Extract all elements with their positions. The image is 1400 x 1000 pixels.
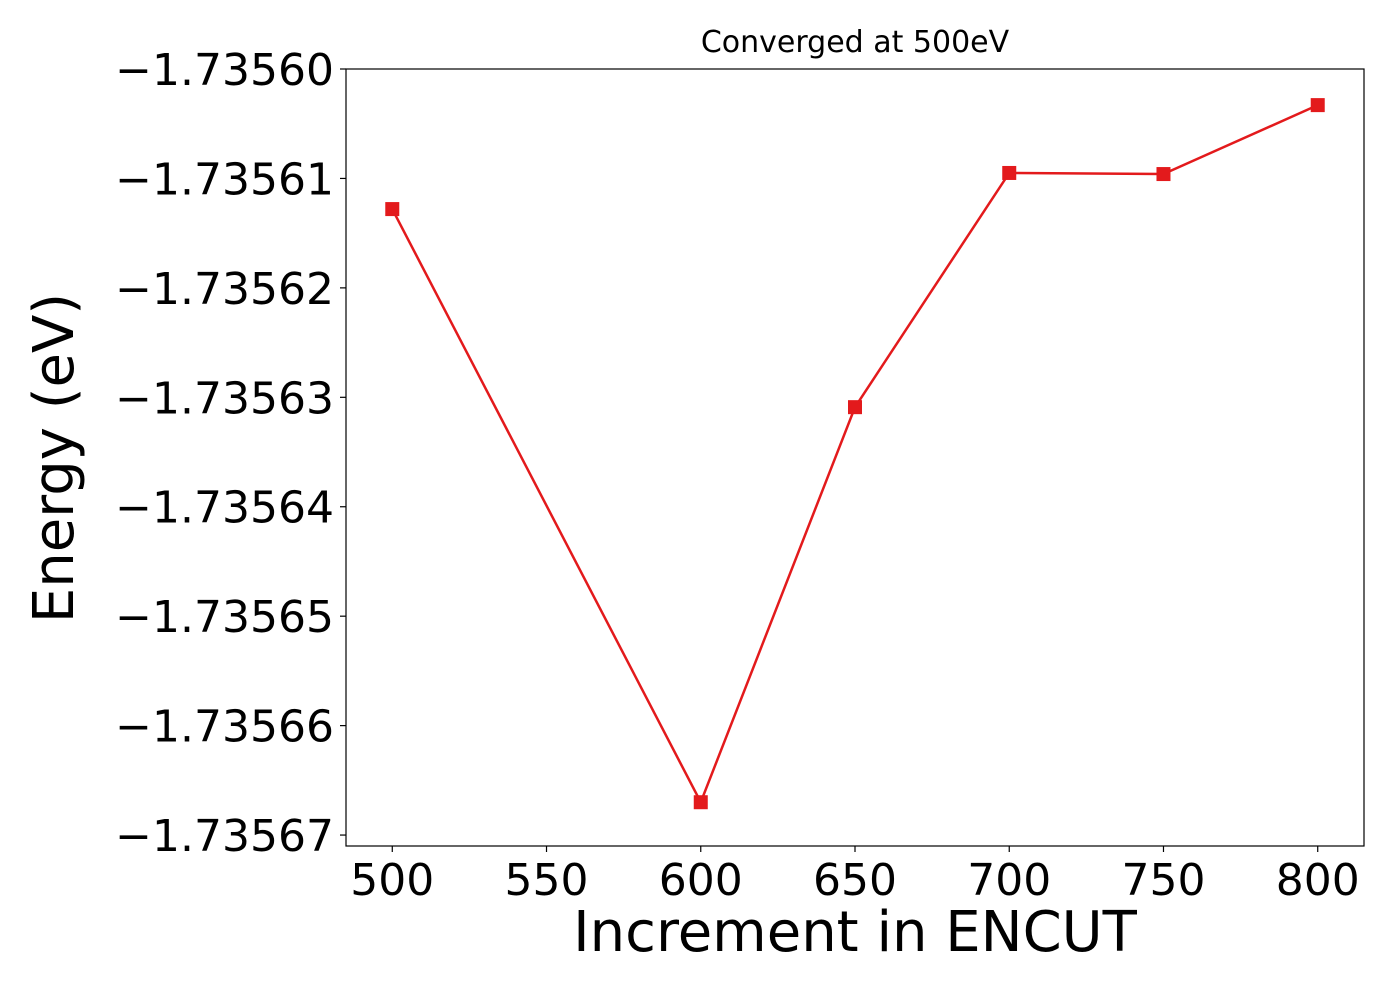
data-point-marker	[1156, 167, 1171, 182]
x-tick-label: 800	[1276, 855, 1360, 906]
y-tick-label: −1.73564	[115, 483, 334, 534]
y-tick-label: −1.73562	[115, 264, 334, 315]
x-tick-label: 650	[813, 855, 897, 906]
data-point-marker	[385, 202, 400, 217]
x-tick-label: 550	[505, 855, 589, 906]
y-tick-label: −1.73565	[115, 592, 334, 643]
x-axis-label: Increment in ENCUT	[573, 900, 1137, 965]
x-tick-label: 500	[350, 855, 434, 906]
data-point-marker	[848, 400, 862, 415]
x-tick-label: 600	[659, 855, 743, 906]
y-tick-label: −1.73563	[115, 373, 334, 424]
y-tick-label: −1.73566	[115, 702, 334, 753]
axes-frame	[345, 68, 1365, 847]
y-axis-label: Energy (eV)	[22, 292, 87, 624]
x-tick-label: 700	[967, 855, 1051, 906]
y-tick-label: −1.73561	[115, 154, 334, 205]
series-line	[391, 103, 1319, 806]
x-tick-label: 750	[1121, 855, 1205, 906]
data-point-marker	[693, 795, 708, 810]
chart-title: Converged at 500eV	[700, 25, 1010, 60]
data-point-marker	[1310, 98, 1325, 113]
y-tick-label: −1.73560	[115, 45, 334, 96]
y-tick-label: −1.73567	[115, 811, 334, 862]
data-point-marker	[1002, 165, 1017, 180]
